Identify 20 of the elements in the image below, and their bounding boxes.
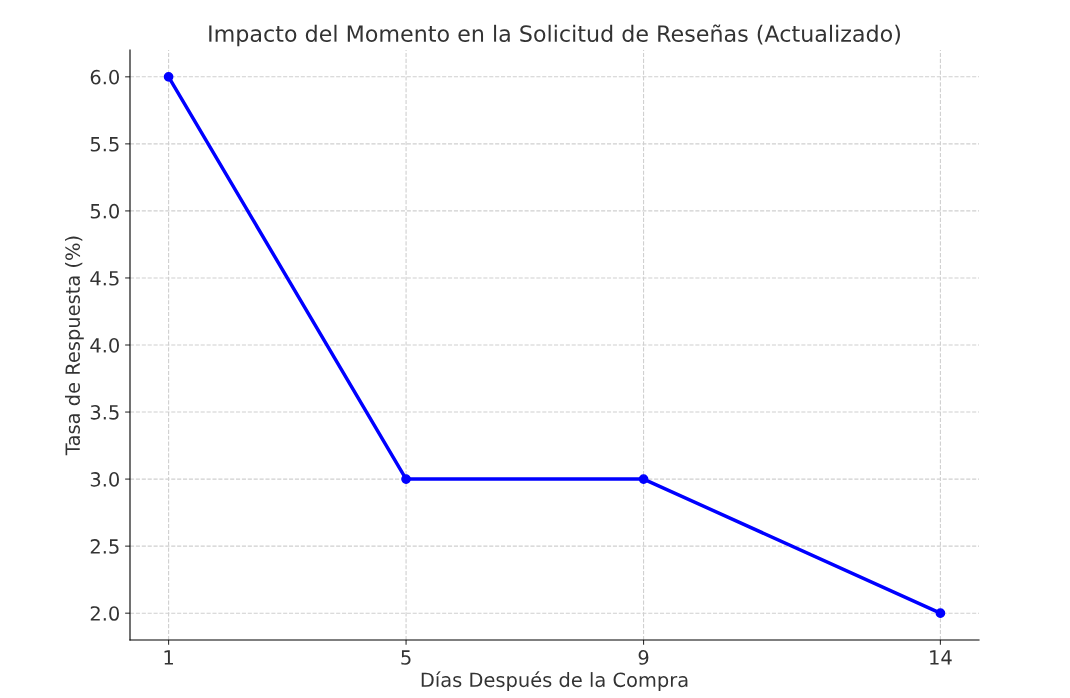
point xyxy=(935,608,946,619)
y-tick-label: 4.5 xyxy=(90,271,119,286)
x-tick-label: 1 xyxy=(164,650,173,665)
point xyxy=(401,474,411,484)
y-tick-label: 2.0 xyxy=(90,606,119,621)
y-axis-title: Tasa de Respuesta (%) xyxy=(64,236,84,456)
x-tick-label: 9 xyxy=(638,650,649,665)
y-tick-label: 6.0 xyxy=(90,69,119,85)
x-tick-label: 5 xyxy=(401,650,411,665)
y-tick-label: 4.0 xyxy=(90,337,119,353)
y-tick-label: 3.5 xyxy=(90,405,119,420)
y-tick-label: 3.0 xyxy=(90,472,119,487)
point xyxy=(638,474,649,484)
y-tick-label: 5.5 xyxy=(90,137,119,152)
x-axis-title: Días Después de la Compra xyxy=(421,671,688,691)
point xyxy=(163,71,174,82)
x-tick-label: 14 xyxy=(930,650,952,665)
y-tick-label: 2.5 xyxy=(90,539,119,554)
chart-title: Impacto del Momento en la Solicitud de Reseñas (Actualizado) xyxy=(209,24,900,47)
y-tick-label: 5.0 xyxy=(90,203,119,219)
